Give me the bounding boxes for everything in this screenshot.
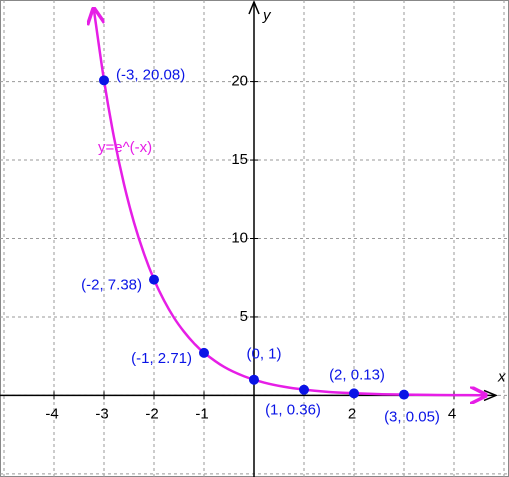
data-point — [99, 75, 109, 86]
data-point — [149, 274, 159, 285]
curve — [94, 11, 484, 396]
point-label: (-1, 2.71) — [131, 350, 192, 367]
x-axis-label: x — [497, 368, 506, 385]
x-tick-label: 2 — [348, 405, 356, 422]
y-tick-label: 10 — [231, 229, 248, 246]
point-label: (1, 0.36) — [265, 402, 321, 419]
x-tick-label: -3 — [95, 405, 108, 422]
x-tick-label: -2 — [145, 405, 158, 422]
point-label: (-3, 20.08) — [116, 66, 185, 83]
point-label: (2, 0.13) — [329, 366, 385, 383]
data-point — [349, 388, 359, 399]
x-tick-label: -4 — [45, 405, 58, 422]
curve-label: y=e^(-x) — [98, 139, 152, 156]
x-axis-arrow — [483, 389, 498, 402]
data-point — [249, 374, 259, 385]
data-point — [399, 389, 409, 400]
x-tick-label: 4 — [448, 405, 456, 422]
y-tick-label: 5 — [240, 308, 248, 325]
y-tick-label: 20 — [231, 73, 248, 90]
point-label: (3, 0.05) — [384, 409, 440, 426]
point-label: (-2, 7.38) — [81, 277, 142, 294]
point-label: (0, 1) — [246, 346, 281, 363]
data-point — [199, 347, 209, 358]
data-point — [299, 384, 309, 395]
x-tick-label: -1 — [195, 405, 208, 422]
y-tick-label: 15 — [231, 151, 248, 168]
